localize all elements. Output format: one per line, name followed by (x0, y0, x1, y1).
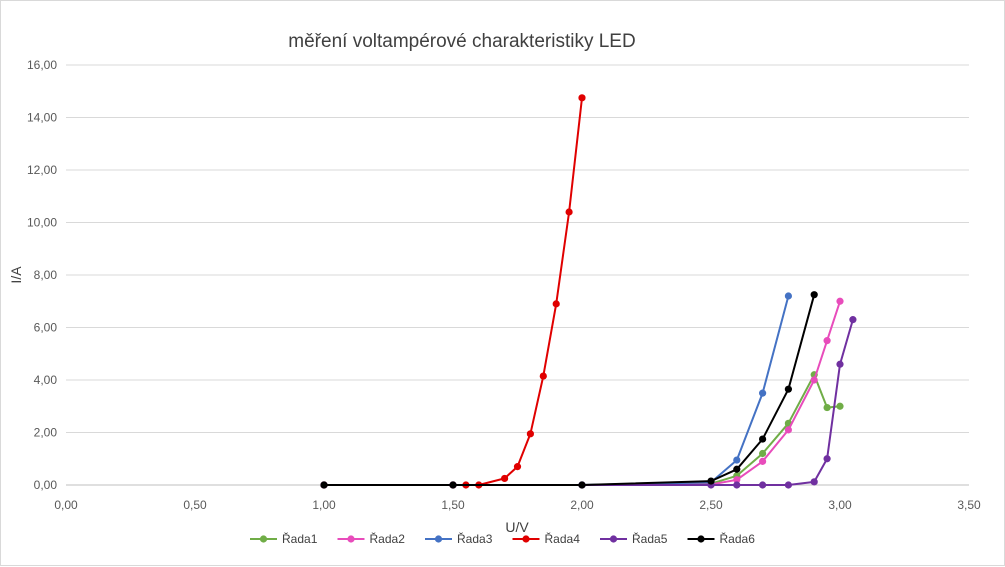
legend-label: Řada1 (282, 531, 318, 546)
legend-swatch-marker (609, 535, 618, 543)
data-point (823, 455, 831, 463)
y-tick-label: 14,00 (27, 111, 57, 125)
legend-item: Řada5 (600, 531, 668, 546)
legend-item: Řada1 (250, 531, 318, 546)
data-point (707, 477, 715, 485)
series-4 (320, 94, 586, 489)
series-1 (320, 371, 844, 489)
legend-swatch-marker (347, 535, 355, 543)
data-point (501, 474, 509, 483)
y-tick-label: 6,00 (34, 321, 58, 335)
x-tick-label: 0,00 (54, 498, 78, 512)
chart-title: měření voltampérové charakteristiky LED (288, 31, 635, 52)
data-point (526, 430, 535, 438)
legend-swatch-marker (522, 535, 530, 543)
data-point (784, 292, 793, 300)
y-tick-label: 4,00 (34, 373, 58, 387)
legend: Řada1 Řada2 Řada3 Řada4 Řada5 Řada6 (250, 531, 755, 546)
data-series (320, 94, 857, 489)
data-point (733, 481, 741, 489)
data-point (849, 316, 857, 324)
data-point (810, 376, 818, 384)
legend-item: Řada2 (337, 531, 406, 546)
x-tick-label: 3,00 (828, 498, 852, 512)
series-line (324, 319, 854, 486)
x-tick-label: 1,00 (312, 498, 336, 512)
data-point (733, 476, 741, 484)
data-point (784, 385, 793, 393)
data-point (759, 481, 767, 489)
x-tick-label: 3,50 (957, 498, 981, 512)
data-point (836, 297, 844, 305)
data-point (733, 456, 741, 464)
data-point (733, 465, 741, 473)
legend-label: Řada5 (632, 531, 668, 546)
y-tick-label: 16,00 (27, 58, 57, 72)
data-point (759, 389, 767, 397)
legend-item: Řada4 (512, 531, 581, 546)
y-tick-label: 2,00 (34, 426, 58, 440)
data-point (810, 291, 818, 299)
y-tick-label: 8,00 (34, 268, 58, 282)
legend-swatch-marker (259, 535, 268, 543)
legend-label: Řada3 (457, 531, 493, 546)
y-tick-label: 0,00 (34, 478, 58, 492)
data-point (578, 481, 586, 489)
data-point (810, 478, 818, 486)
legend-swatch-marker (434, 535, 443, 543)
data-point (449, 481, 457, 489)
y-tick-label: 12,00 (27, 163, 57, 177)
data-point (578, 94, 586, 102)
data-point (784, 426, 793, 434)
x-tick-label: 2,00 (570, 498, 594, 512)
series-6 (320, 291, 818, 489)
x-tick-label: 1,50 (441, 498, 465, 512)
data-point (759, 449, 767, 458)
data-point (823, 337, 831, 345)
series-line (324, 97, 583, 486)
gridlines (66, 64, 969, 433)
legend-label: Řada6 (720, 531, 756, 546)
x-tick-label: 0,50 (183, 498, 207, 512)
data-point (539, 372, 547, 380)
series-line (324, 295, 790, 486)
data-point (784, 481, 793, 489)
y-axis-tick-labels: 0,00 2,00 4,00 6,00 8,00 10,00 12,00 14,00 16,00 (27, 58, 57, 492)
data-point (836, 402, 844, 410)
data-point (823, 403, 831, 412)
data-point (513, 463, 522, 471)
y-axis-title: I/A (8, 266, 24, 284)
legend-item: Řada3 (425, 531, 493, 546)
legend-label: Řada4 (545, 531, 581, 546)
series-line (324, 294, 816, 486)
data-point (565, 208, 573, 216)
data-point (320, 481, 328, 489)
series-3 (320, 292, 793, 489)
legend-label: Řada2 (370, 531, 406, 546)
x-tick-label: 2,50 (699, 498, 723, 512)
legend-item: Řada6 (687, 531, 756, 546)
y-tick-label: 10,00 (27, 216, 57, 230)
x-axis-title: U/V (505, 519, 529, 535)
data-point (836, 360, 844, 368)
legend-swatch-marker (697, 535, 705, 543)
data-point (759, 457, 767, 465)
x-axis-tick-labels: 0,00 0,50 1,00 1,50 2,00 2,50 3,00 3,50 (54, 498, 981, 512)
data-point (552, 300, 560, 308)
data-point (759, 435, 767, 443)
